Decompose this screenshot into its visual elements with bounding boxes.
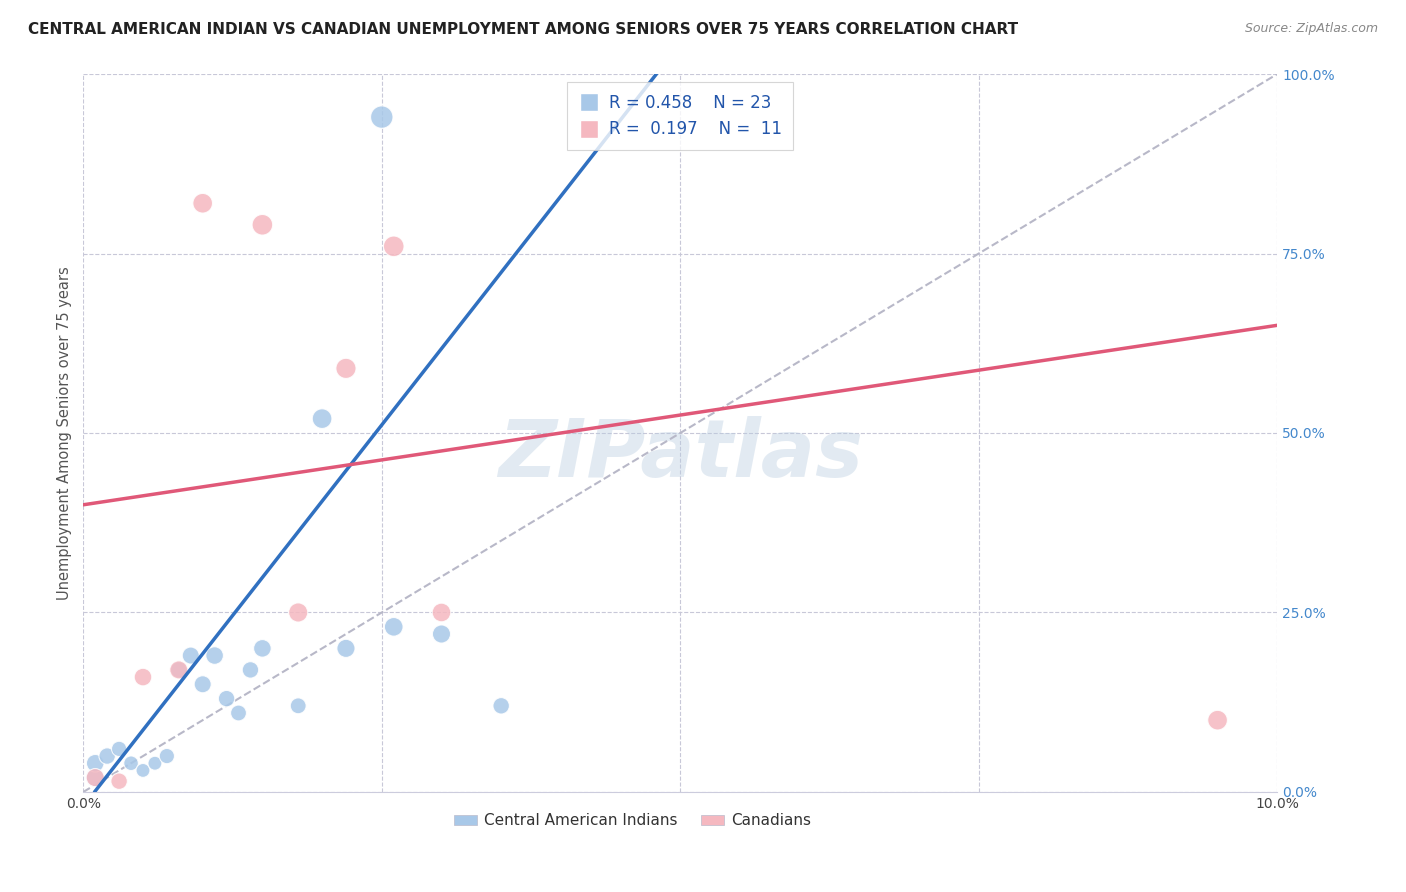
Point	[215, 691, 238, 706]
Point	[96, 749, 118, 764]
Point	[430, 627, 453, 641]
Point	[167, 663, 190, 677]
Text: Source: ZipAtlas.com: Source: ZipAtlas.com	[1244, 22, 1378, 36]
Point	[143, 756, 166, 771]
Point	[489, 698, 512, 713]
Point	[84, 771, 107, 785]
Point	[430, 606, 453, 620]
Point	[252, 218, 274, 232]
Point	[156, 749, 179, 764]
Point	[132, 670, 155, 684]
Point	[252, 641, 274, 656]
Text: ZIPatlas: ZIPatlas	[498, 416, 863, 493]
Point	[311, 411, 333, 425]
Point	[287, 698, 309, 713]
Point	[167, 663, 190, 677]
Point	[382, 620, 405, 634]
Point	[132, 764, 155, 778]
Point	[287, 606, 309, 620]
Legend: Central American Indians, Canadians: Central American Indians, Canadians	[447, 807, 817, 835]
Point	[371, 110, 394, 124]
Point	[1206, 713, 1229, 727]
Point	[120, 756, 142, 771]
Point	[84, 771, 107, 785]
Point	[191, 677, 214, 691]
Point	[239, 663, 262, 677]
Point	[180, 648, 202, 663]
Point	[84, 756, 107, 771]
Point	[108, 774, 131, 789]
Point	[108, 742, 131, 756]
Y-axis label: Unemployment Among Seniors over 75 years: Unemployment Among Seniors over 75 years	[58, 266, 72, 599]
Point	[335, 641, 357, 656]
Text: CENTRAL AMERICAN INDIAN VS CANADIAN UNEMPLOYMENT AMONG SENIORS OVER 75 YEARS COR: CENTRAL AMERICAN INDIAN VS CANADIAN UNEM…	[28, 22, 1018, 37]
Point	[382, 239, 405, 253]
Point	[191, 196, 214, 211]
Point	[204, 648, 226, 663]
Point	[228, 706, 250, 720]
Point	[335, 361, 357, 376]
